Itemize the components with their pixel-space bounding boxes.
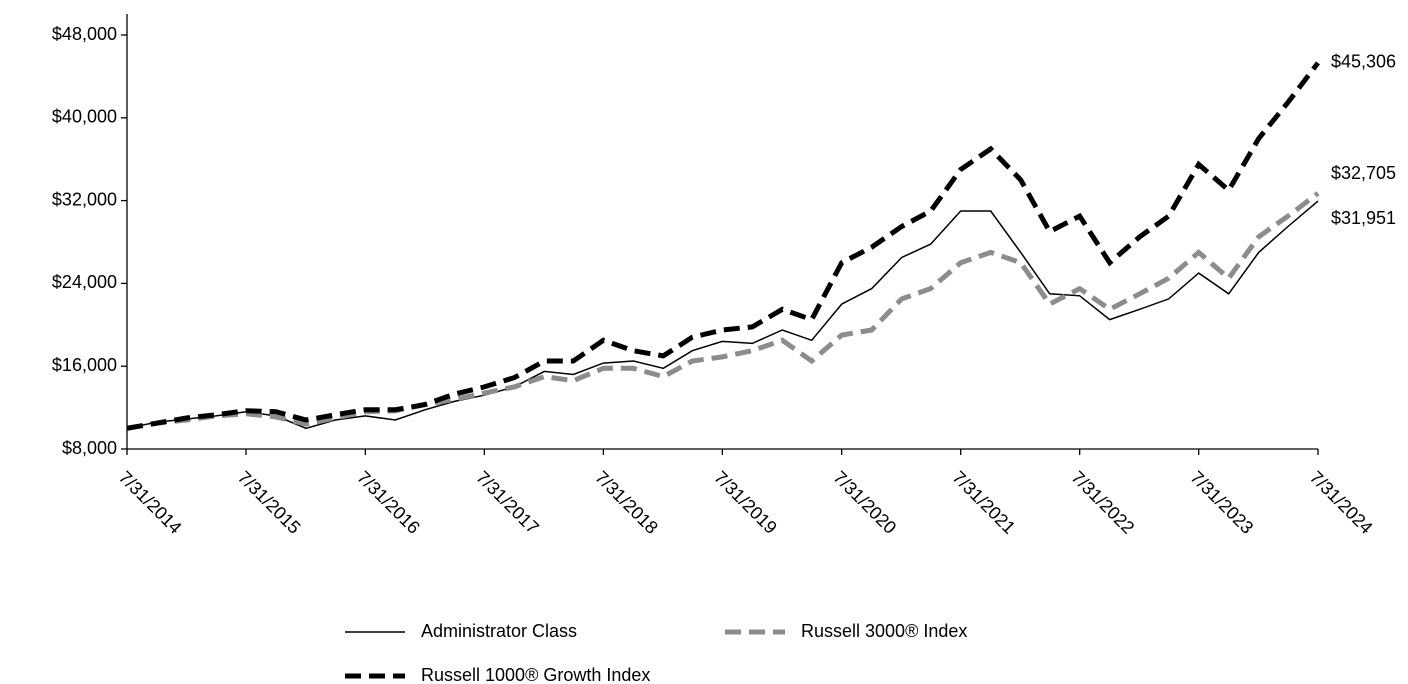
legend-label: Russell 3000® Index — [801, 621, 967, 641]
y-tick-label: $48,000 — [52, 24, 117, 44]
value-label: $45,306 — [1331, 52, 1396, 72]
x-tick-label: 7/31/2017 — [472, 467, 543, 538]
x-tick-label: 7/31/2019 — [710, 467, 781, 538]
x-tick-label: 7/31/2016 — [353, 467, 424, 538]
x-tick-label: 7/31/2023 — [1186, 467, 1257, 538]
y-tick-label: $32,000 — [52, 189, 117, 209]
x-tick-label: 7/31/2020 — [829, 467, 900, 538]
x-tick-label: 7/31/2021 — [948, 467, 1019, 538]
value-label: $31,951 — [1331, 208, 1396, 228]
y-tick-label: $40,000 — [52, 107, 117, 127]
x-tick-label: 7/31/2022 — [1067, 467, 1138, 538]
series-line — [126, 191, 1320, 431]
y-tick-label: $8,000 — [62, 438, 117, 458]
y-tick-label: $16,000 — [52, 355, 117, 375]
x-tick-label: 7/31/2018 — [591, 467, 662, 538]
series-line — [126, 200, 1319, 430]
legend-label: Russell 1000® Growth Index — [421, 665, 650, 684]
legend-label: Administrator Class — [421, 621, 577, 641]
x-tick-label: 7/31/2014 — [115, 467, 186, 538]
series-line — [126, 61, 1320, 431]
value-label: $32,705 — [1331, 163, 1396, 183]
y-tick-label: $24,000 — [52, 272, 117, 292]
x-tick-label: 7/31/2015 — [234, 467, 305, 538]
x-tick-label: 7/31/2024 — [1306, 467, 1377, 538]
